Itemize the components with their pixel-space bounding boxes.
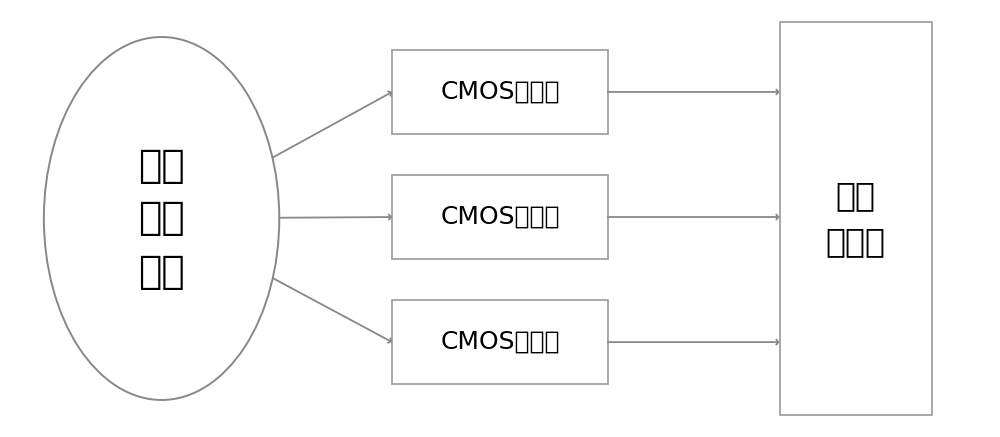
Text: CMOS（红）: CMOS（红） xyxy=(440,330,560,354)
Bar xyxy=(392,175,608,259)
Bar xyxy=(392,50,608,134)
Text: CMOS（蓝）: CMOS（蓝） xyxy=(440,80,560,104)
Text: CMOS（绿）: CMOS（绿） xyxy=(440,205,560,229)
Ellipse shape xyxy=(44,37,279,400)
Text: 图像
处理器: 图像 处理器 xyxy=(826,179,886,258)
Bar xyxy=(780,22,932,415)
Bar xyxy=(392,300,608,384)
Text: 光学
分光
系统: 光学 分光 系统 xyxy=(138,146,185,291)
